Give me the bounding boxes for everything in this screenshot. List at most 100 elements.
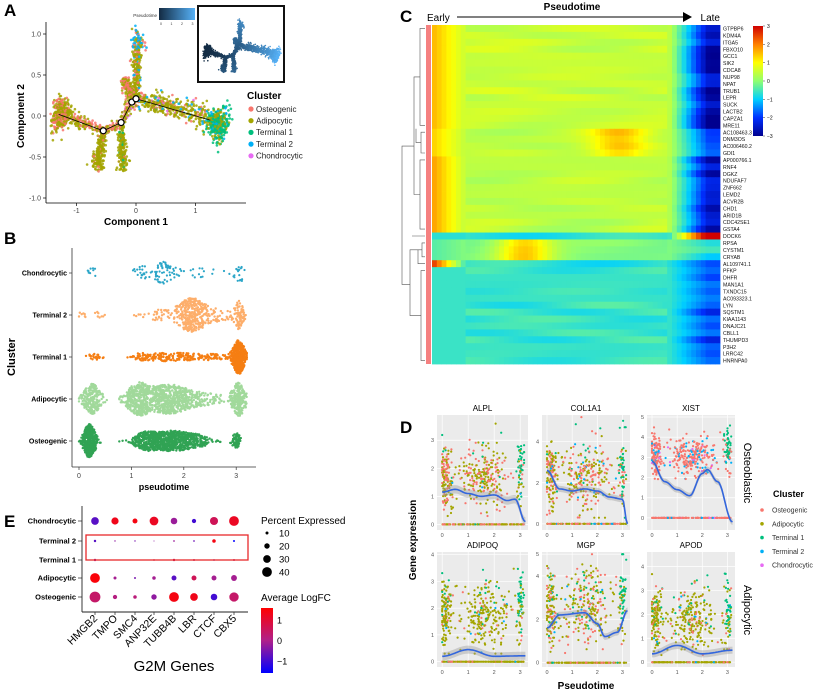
inset-cell-point [236,67,238,69]
inset-cell-point [264,56,267,58]
cell-point [120,89,124,92]
inset-cell-point [226,57,228,60]
legend-title: Cluster [247,91,282,102]
inset-cell-point [260,46,263,49]
cell-point [206,127,210,130]
cell-point [135,104,138,107]
cell-point [238,268,241,271]
cell-point [211,141,215,144]
inset-cell-point [230,70,233,72]
cell-point [202,133,205,136]
inset-cell-point [217,55,219,57]
cell-point [77,110,81,114]
inset-cell-point [253,47,255,49]
cell-point [92,165,95,168]
cell-point [209,133,212,136]
cell-point [168,274,172,277]
cell-point [92,269,95,272]
cell-point [211,272,214,275]
cell-point [226,99,229,102]
cell-point [195,104,198,107]
cell-point [207,116,211,120]
cell-point [145,271,148,274]
cell-point [136,268,139,271]
cell-point [221,139,225,143]
cell-point [201,267,204,270]
cell-point [161,90,164,94]
inset-cell-point [280,52,282,54]
cell-point [56,110,60,114]
y-tick-label: 1.0 [31,32,41,39]
cell-point [120,111,124,114]
inset-cell-point [202,53,205,55]
cell-point [213,113,217,117]
cell-point [53,126,57,130]
inset-cell-point [239,20,241,22]
cell-point [122,138,125,142]
inset-cell-point [232,53,235,55]
cell-point [139,78,142,82]
cell-point [156,99,160,102]
cell-point [130,27,134,31]
cell-point [148,275,151,279]
cell-point [52,105,56,109]
cell-point [238,279,241,282]
cell-point [165,98,169,101]
cell-point [138,265,141,269]
inset-cell-point [239,30,242,32]
cell-point [165,274,168,277]
cell-point [151,270,154,273]
inset-cell-point [275,51,277,54]
inset-cell-point [263,51,265,53]
cell-point [212,107,215,110]
cell-point [75,116,79,120]
inset-cell-point [238,23,241,25]
inset-cell-point [211,47,213,49]
cell-point [173,113,177,116]
cell-point [163,97,166,101]
inset-cell-point [245,45,247,48]
cell-point [216,140,219,144]
cell-point [99,168,103,171]
cell-point [160,99,164,103]
inset-cell-point [235,41,238,44]
cell-point [207,131,210,134]
inset-cell-point [218,54,221,56]
cell-point [98,140,101,144]
inset-cell-point [267,48,270,51]
x-axis-title: Component 1 [104,217,168,228]
cell-point [122,79,125,83]
cell-point [174,266,177,269]
cell-point [187,119,191,122]
cell-point [73,112,77,116]
cell-point [188,116,192,120]
inset-cell-point [208,49,211,52]
cell-point [126,86,130,89]
cell-point [223,116,226,120]
inset-cell-point [274,53,277,55]
cell-point [135,75,139,78]
cell-point [70,104,73,107]
cell-point [155,88,158,92]
cell-point [232,320,236,324]
cell-point [120,83,124,86]
cell-point [179,100,183,103]
panel-label-a: A [4,1,16,20]
cell-point [58,123,61,126]
cell-point [121,127,124,131]
cell-point [157,280,160,283]
cell-point [89,267,92,270]
cell-point [66,98,70,102]
cell-point [57,97,60,101]
cell-point [192,120,195,123]
inset-cell-point [233,65,236,67]
cell-point [111,121,115,125]
inset-cell-point [209,55,212,58]
cell-point [117,134,121,138]
inset-cell-point [271,58,274,61]
x-tick-label: 0 [134,208,138,215]
branch-node [132,95,140,103]
cell-point [131,46,135,49]
inset-cell-point [246,49,249,51]
legend-label: Chondrocytic [256,152,303,161]
